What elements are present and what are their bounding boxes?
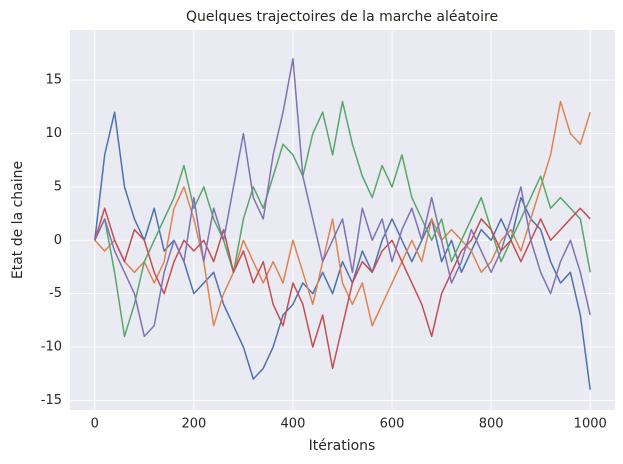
x-tick-label: 400 xyxy=(281,417,306,432)
series-line xyxy=(94,100,591,338)
x-tick-label: 200 xyxy=(181,417,206,432)
series-line xyxy=(94,100,591,327)
x-tick-label: 600 xyxy=(380,417,405,432)
series-line xyxy=(94,207,591,370)
y-tick-label: -5 xyxy=(49,286,62,301)
y-tick-label: 10 xyxy=(45,126,62,141)
y-tick-label: 5 xyxy=(54,179,62,194)
x-tick-label: 0 xyxy=(91,417,99,432)
chart-title: Quelques trajectoires de la marche aléat… xyxy=(186,9,498,25)
x-tick-label: 800 xyxy=(479,417,504,432)
y-axis-label: Etat de la chaine xyxy=(10,161,26,279)
x-axis-label: Itérations xyxy=(309,438,376,454)
series-line xyxy=(94,58,591,338)
y-tick-label: -10 xyxy=(41,340,62,355)
y-tick-label: -15 xyxy=(41,393,62,408)
y-tick-label: 15 xyxy=(45,73,62,88)
x-tick-label: 1000 xyxy=(574,417,607,432)
y-tick-label: 0 xyxy=(54,233,62,248)
